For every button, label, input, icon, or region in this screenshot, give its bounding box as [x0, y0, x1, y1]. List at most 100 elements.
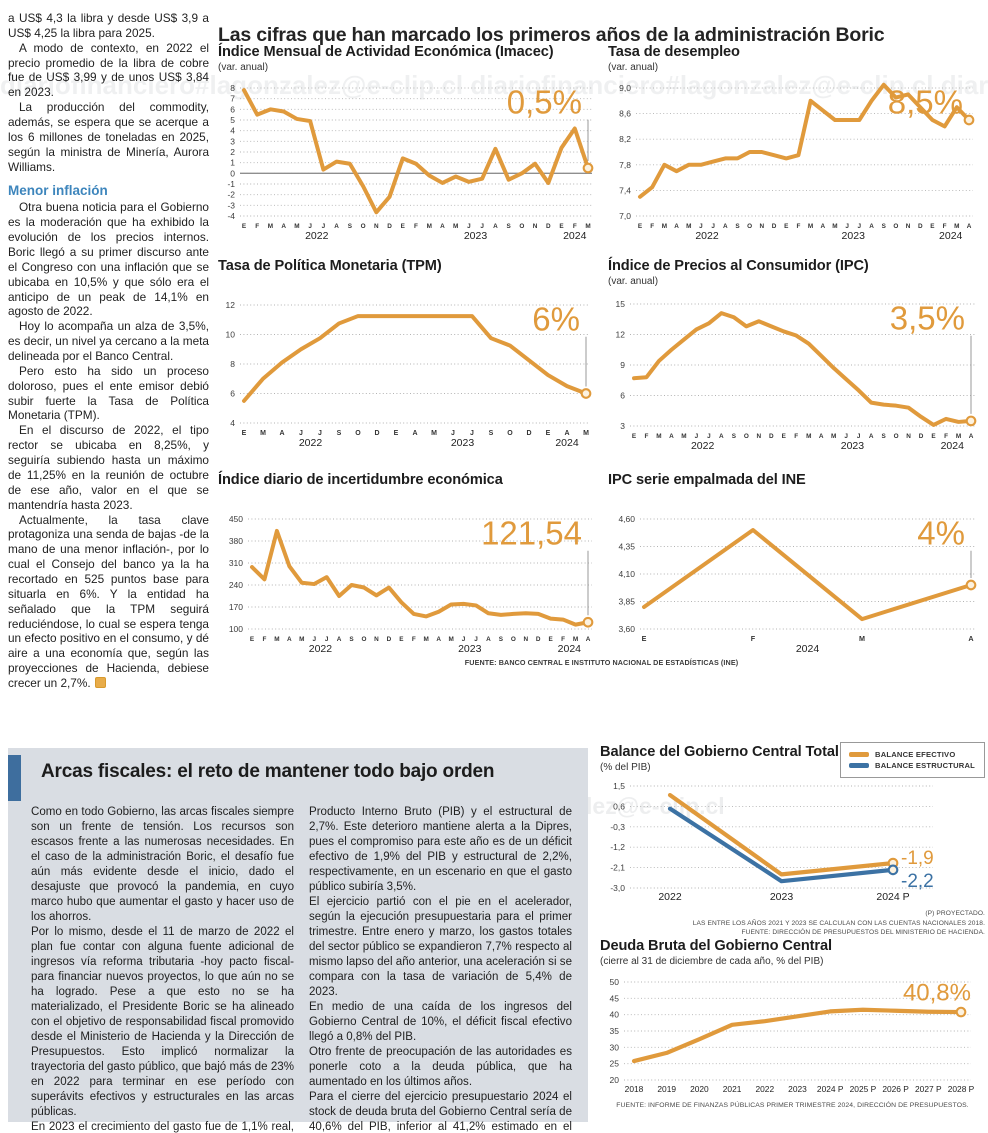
svg-text:3,85: 3,85	[618, 596, 635, 606]
svg-text:M: M	[294, 223, 299, 230]
svg-text:J: J	[695, 433, 699, 440]
chart-subtitle: (var. anual)	[608, 61, 659, 73]
chart-title: Índice Mensual de Actividad Económica (I…	[218, 44, 554, 60]
svg-text:A: A	[969, 433, 974, 440]
svg-text:8,6: 8,6	[619, 108, 631, 118]
svg-text:E: E	[632, 433, 637, 440]
svg-text:J: J	[470, 430, 474, 437]
chart-title: Balance del Gobierno Central Total	[600, 744, 839, 760]
svg-text:2024: 2024	[555, 437, 579, 449]
svg-text:240: 240	[229, 580, 243, 590]
svg-text:F: F	[414, 223, 418, 230]
svg-text:S: S	[732, 433, 737, 440]
svg-text:6: 6	[620, 390, 625, 400]
svg-text:1,5: 1,5	[613, 781, 625, 791]
svg-text:M: M	[956, 433, 961, 440]
svg-text:M: M	[859, 634, 865, 643]
svg-text:M: M	[274, 636, 279, 643]
svg-text:3: 3	[230, 136, 235, 146]
legend-item-estructural: BALANCE ESTRUCTURAL	[849, 761, 975, 770]
fiscal-column-2: Producto Interno Bruto (PIB) y el estruc…	[309, 805, 572, 1133]
svg-text:8: 8	[230, 83, 235, 93]
svg-text:6: 6	[230, 104, 235, 114]
paragraph: El ejercicio partió con el pie en el ace…	[309, 896, 572, 998]
svg-text:F: F	[645, 433, 649, 440]
svg-text:J: J	[462, 636, 466, 643]
svg-text:7,8: 7,8	[619, 160, 631, 170]
svg-text:-1,2: -1,2	[610, 842, 625, 852]
svg-text:A: A	[281, 223, 286, 230]
svg-text:S: S	[882, 223, 887, 230]
svg-text:N: N	[374, 636, 379, 643]
svg-text:A: A	[412, 430, 417, 437]
svg-text:2022: 2022	[658, 891, 682, 903]
svg-text:J: J	[312, 636, 316, 643]
svg-text:7,4: 7,4	[619, 185, 631, 195]
svg-text:A: A	[669, 433, 674, 440]
svg-text:O: O	[893, 223, 898, 230]
svg-text:J: J	[474, 636, 478, 643]
svg-text:O: O	[519, 223, 524, 230]
svg-text:O: O	[362, 636, 367, 643]
svg-text:M: M	[583, 430, 589, 437]
svg-text:D: D	[546, 223, 551, 230]
svg-text:F: F	[262, 636, 266, 643]
svg-text:0,5%: 0,5%	[507, 84, 582, 121]
svg-text:F: F	[573, 223, 577, 230]
svg-text:J: J	[858, 223, 862, 230]
svg-text:4,10: 4,10	[618, 569, 635, 579]
svg-text:2022: 2022	[695, 230, 719, 242]
svg-text:O: O	[355, 430, 361, 437]
svg-text:2028 P: 2028 P	[948, 1084, 975, 1094]
svg-text:N: N	[906, 223, 911, 230]
svg-text:J: J	[299, 430, 303, 437]
chart-title: Índice de Precios al Consumidor (IPC)	[608, 258, 869, 274]
svg-text:35: 35	[610, 1026, 620, 1036]
svg-text:E: E	[642, 634, 647, 643]
svg-text:30: 30	[610, 1042, 620, 1052]
svg-text:170: 170	[229, 602, 243, 612]
svg-text:N: N	[374, 223, 379, 230]
svg-text:M: M	[448, 636, 453, 643]
chart-subtitle: (cierre al 31 de diciembre de cada año, …	[600, 955, 824, 967]
svg-text:2024: 2024	[558, 643, 582, 655]
svg-text:E: E	[782, 433, 787, 440]
svg-text:40: 40	[610, 1009, 620, 1019]
svg-text:2023: 2023	[841, 440, 865, 452]
paragraph: En 2023 el crecimiento del gasto fue de …	[31, 1121, 294, 1133]
svg-text:2023: 2023	[458, 643, 482, 655]
paragraph: LAS ENTRE LOS AÑOS 2021 Y 2023 SE CALCUL…	[692, 919, 985, 927]
svg-text:D: D	[526, 430, 531, 437]
svg-text:45: 45	[610, 993, 620, 1003]
svg-text:2022: 2022	[755, 1084, 774, 1094]
svg-text:M: M	[806, 433, 811, 440]
svg-text:E: E	[250, 636, 255, 643]
svg-text:E: E	[242, 223, 247, 230]
svg-text:M: M	[260, 430, 266, 437]
svg-text:25: 25	[610, 1058, 620, 1068]
svg-text:M: M	[656, 433, 661, 440]
balance-line-chart: 1,5 0,6 -0,3 -1,2 -2,1 -3,0 2022 2023 2024 P -1,9…	[610, 781, 934, 903]
svg-text:2023: 2023	[770, 891, 794, 903]
svg-text:N: N	[523, 636, 528, 643]
chart-ipc-serie-empalmada: IPC serie empalmada del INE 4,60 4,35 4,10…	[608, 472, 985, 655]
paragraph: Producto Interno Bruto (PIB) y el estruc…	[309, 806, 572, 893]
chart-deuda-bruta: Deuda Bruta del Gobierno Central (cierre…	[600, 938, 985, 1096]
svg-text:F: F	[796, 223, 800, 230]
svg-text:7,0: 7,0	[619, 211, 631, 221]
svg-text:2019: 2019	[657, 1084, 676, 1094]
svg-text:J: J	[699, 223, 703, 230]
svg-text:J: J	[308, 223, 312, 230]
svg-text:D: D	[387, 636, 392, 643]
svg-text:2023: 2023	[842, 230, 866, 242]
svg-text:J: J	[325, 636, 329, 643]
svg-text:0,6: 0,6	[613, 801, 625, 811]
svg-text:M: M	[681, 433, 686, 440]
paragraph: A modo de contexto, en 2022 el precio pr…	[8, 40, 209, 100]
svg-text:4%: 4%	[917, 515, 965, 552]
svg-text:-1,9: -1,9	[901, 848, 934, 869]
svg-text:E: E	[559, 223, 564, 230]
svg-text:J: J	[322, 223, 326, 230]
svg-text:A: A	[869, 433, 874, 440]
